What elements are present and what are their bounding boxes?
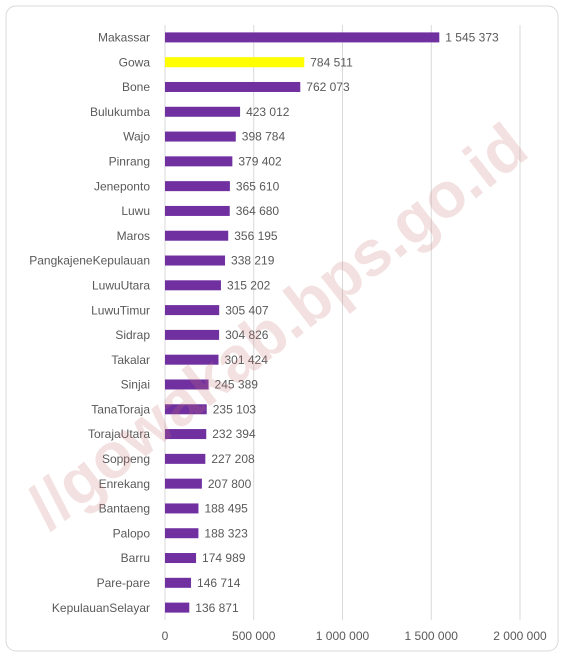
bar xyxy=(165,255,226,266)
y-tick-label: Sinjai xyxy=(121,378,150,392)
bar xyxy=(165,602,190,613)
y-tick-label: Bone xyxy=(122,80,150,94)
bar xyxy=(165,230,229,241)
bar xyxy=(165,280,221,291)
chart-frame xyxy=(5,5,559,652)
y-tick-label: Makassar xyxy=(98,31,150,45)
x-tick-label: 500 000 xyxy=(232,629,276,643)
bar xyxy=(165,131,236,142)
bar xyxy=(165,57,305,68)
value-label: 245 389 xyxy=(215,378,259,392)
value-label: 315 202 xyxy=(227,278,271,292)
bar xyxy=(165,553,197,564)
bar xyxy=(165,429,207,440)
x-tick-label: 0 xyxy=(162,629,169,643)
y-tick-label: TorajaUtara xyxy=(88,427,150,441)
y-tick-label: Luwu xyxy=(121,204,150,218)
y-tick-label: Gowa xyxy=(119,55,151,69)
bar xyxy=(165,181,230,192)
y-tick-label: Takalar xyxy=(111,353,150,367)
value-label: 305 407 xyxy=(225,303,269,317)
value-label: 136 871 xyxy=(195,601,239,615)
x-tick-label: 1 000 000 xyxy=(316,629,370,643)
bar xyxy=(165,577,192,588)
value-label: 364 680 xyxy=(236,204,280,218)
value-label: 174 989 xyxy=(202,551,246,565)
value-label: 207 800 xyxy=(208,477,252,491)
y-tick-label: Pinrang xyxy=(109,155,150,169)
bar xyxy=(165,156,233,167)
bar xyxy=(165,81,301,92)
y-tick-label: Sidrap xyxy=(115,328,150,342)
y-tick-label: Jeneponto xyxy=(94,179,150,193)
bar xyxy=(165,205,230,216)
x-tick-label: 2 000 000 xyxy=(493,629,547,643)
value-label: 146 714 xyxy=(197,576,241,590)
y-tick-label: Barru xyxy=(121,551,150,565)
value-label: 762 073 xyxy=(306,80,350,94)
bar xyxy=(165,354,219,365)
y-tick-label: Bantaeng xyxy=(99,502,150,516)
bar xyxy=(165,478,202,489)
value-label: 338 219 xyxy=(231,254,275,268)
bar xyxy=(165,305,220,316)
value-label: 232 394 xyxy=(212,427,256,441)
value-label: 365 610 xyxy=(236,179,280,193)
bar xyxy=(165,453,206,464)
value-label: 1 545 373 xyxy=(445,31,499,45)
value-label: 398 784 xyxy=(242,130,286,144)
y-tick-label: KepulauanSelayar xyxy=(52,601,150,615)
bar xyxy=(165,379,209,390)
value-label: 356 195 xyxy=(234,229,278,243)
y-tick-label: Wajo xyxy=(123,130,150,144)
value-label: 784 511 xyxy=(310,55,353,69)
y-tick-label: Bulukumba xyxy=(90,105,150,119)
y-tick-label: Enrekang xyxy=(99,477,150,491)
value-label: 379 402 xyxy=(238,155,282,169)
y-tick-label: PangkajeneKepulauan xyxy=(29,254,150,268)
value-label: 301 424 xyxy=(225,353,269,367)
value-label: 423 012 xyxy=(246,105,290,119)
value-label: 235 103 xyxy=(213,402,257,416)
bars: Makassar 1 545 373 Gowa 784 511 Bone 762 073 B… xyxy=(29,31,499,615)
y-tick-label: Maros xyxy=(117,229,150,243)
grid: 0 500 000 1 000 000 1 500 000 2 000 000 xyxy=(162,25,547,643)
y-tick-label: LuwuTimur xyxy=(91,303,150,317)
y-tick-label: LuwuUtara xyxy=(92,278,150,292)
y-tick-label: TanaToraja xyxy=(91,402,150,416)
bar xyxy=(165,106,241,117)
value-label: 188 495 xyxy=(204,502,248,516)
bar xyxy=(165,32,440,43)
value-label: 304 826 xyxy=(225,328,269,342)
value-label: 188 323 xyxy=(204,526,248,540)
bar xyxy=(165,404,207,415)
y-tick-label: Soppeng xyxy=(102,452,150,466)
y-tick-label: Palopo xyxy=(113,526,151,540)
y-tick-label: Pare-pare xyxy=(97,576,151,590)
bar xyxy=(165,503,199,514)
bar xyxy=(165,528,199,539)
x-tick-label: 1 500 000 xyxy=(405,629,459,643)
bar xyxy=(165,329,220,340)
value-label: 227 208 xyxy=(211,452,255,466)
